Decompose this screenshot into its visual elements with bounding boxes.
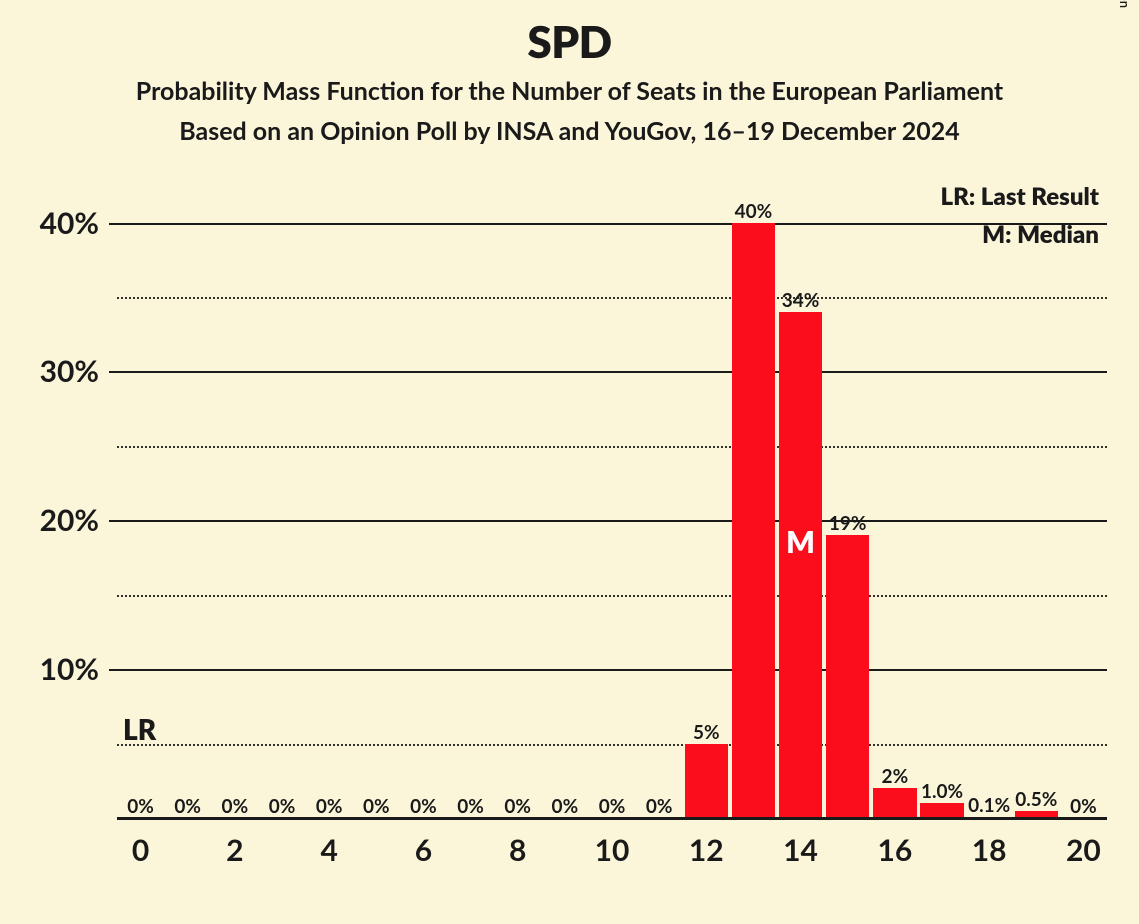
x-axis-label: 4 (320, 832, 337, 868)
chart-title: SPD (0, 16, 1139, 68)
x-axis-label: 0 (132, 832, 149, 868)
x-axis-label: 16 (877, 832, 912, 868)
bar (873, 788, 916, 818)
bar-value-label: 2% (882, 765, 909, 788)
bar (732, 223, 775, 818)
bar-value-label: 34% (782, 289, 820, 312)
x-axis-label: 6 (415, 832, 432, 868)
y-axis-label: 30% (17, 353, 99, 389)
y-tick-mark (109, 371, 117, 373)
x-axis-label: 2 (226, 832, 243, 868)
bar-value-label: 0% (1070, 795, 1097, 818)
grid-major (117, 669, 1107, 671)
x-axis-label: 12 (689, 832, 724, 868)
bar-value-label: 40% (735, 200, 773, 223)
bar (920, 803, 963, 818)
grid-minor (117, 595, 1107, 597)
chart-subtitle-2: Based on an Opinion Poll by INSA and You… (0, 116, 1139, 146)
chart-subtitle-1: Probability Mass Function for the Number… (0, 76, 1139, 106)
y-tick-mark (109, 223, 117, 225)
bar-value-label: 0% (363, 795, 390, 818)
legend-median: M: Median (982, 220, 1099, 249)
y-axis-label: 40% (17, 205, 99, 241)
grid-major (117, 371, 1107, 373)
y-tick-mark (109, 669, 117, 671)
bar-value-label: 0% (646, 795, 673, 818)
plot-area (117, 178, 1107, 818)
bar (826, 535, 869, 818)
bar-value-label: 0% (457, 795, 484, 818)
median-marker: M (786, 524, 815, 560)
legend-lr: LR: Last Result (941, 182, 1099, 211)
bar-value-label: 0% (599, 795, 626, 818)
y-tick-mark (109, 520, 117, 522)
y-axis-label: 10% (17, 651, 99, 687)
grid-major (117, 223, 1107, 225)
bar-value-label: 0% (269, 795, 296, 818)
bar-value-label: 0% (504, 795, 531, 818)
x-axis-label: 10 (595, 832, 630, 868)
x-axis-label: 8 (509, 832, 526, 868)
bar (685, 744, 728, 818)
bar-value-label: 0.5% (1015, 788, 1057, 811)
bar-value-label: 0% (316, 795, 343, 818)
bar-value-label: 0% (410, 795, 437, 818)
bar (779, 312, 822, 818)
bar-value-label: 0% (127, 795, 154, 818)
x-axis-label: 14 (783, 832, 818, 868)
bar-value-label: 0% (552, 795, 579, 818)
grid-minor (117, 744, 1107, 746)
bar-value-label: 0% (222, 795, 249, 818)
bar-value-label: 19% (829, 512, 867, 535)
grid-major (117, 520, 1107, 522)
bar-value-label: 0% (174, 795, 201, 818)
x-axis-label: 20 (1066, 832, 1101, 868)
y-axis-label: 20% (17, 502, 99, 538)
grid-minor (117, 446, 1107, 448)
x-axis-label: 18 (972, 832, 1007, 868)
grid-minor (117, 297, 1107, 299)
bar-value-label: 1.0% (921, 780, 963, 803)
lr-marker: LR (123, 712, 156, 746)
bar-value-label: 5% (693, 721, 720, 744)
bar-value-label: 0.1% (968, 794, 1010, 817)
copyright: © 2024 Filip van Laenen (1117, 0, 1133, 8)
